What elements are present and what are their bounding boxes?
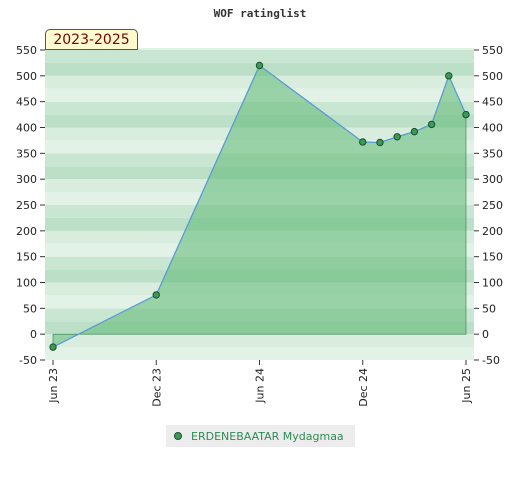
legend[interactable]: ERDENEBAATAR Mydagmaa xyxy=(166,425,355,447)
y-tick-label: 50 xyxy=(23,302,37,315)
y-tick-label: 300 xyxy=(16,173,37,186)
grid-band xyxy=(45,50,474,63)
data-point xyxy=(359,138,367,146)
y-tick-label-right: 550 xyxy=(482,44,503,57)
y-tick-label-right: 500 xyxy=(482,70,503,83)
grid-band xyxy=(45,48,474,50)
grid-band xyxy=(45,334,474,348)
data-point xyxy=(255,61,264,70)
data-points xyxy=(49,61,470,351)
grid-band xyxy=(45,347,474,360)
x-tick-label: Dec 23 xyxy=(150,368,163,407)
x-tick-label: Jun 24 xyxy=(254,368,267,404)
y-tick-label-right: 350 xyxy=(482,147,503,160)
series-line xyxy=(52,64,467,348)
legend-marker-icon xyxy=(174,432,182,440)
data-point xyxy=(410,127,419,136)
data-point xyxy=(462,110,470,119)
data-point xyxy=(427,120,436,129)
x-axis: Jun 23 Dec 23 Jun 24 Dec 24 Jun 25 xyxy=(47,360,473,407)
y-tick-label: 450 xyxy=(16,96,37,109)
x-tick-label: Dec 24 xyxy=(357,368,370,407)
y-tick-label-right: 400 xyxy=(482,122,503,135)
data-point xyxy=(49,343,57,351)
data-point xyxy=(152,291,160,299)
y-tick-label: 500 xyxy=(16,70,37,83)
y-tick-label-right: 150 xyxy=(482,251,503,264)
y-tick-label-right: 250 xyxy=(482,199,503,212)
chart-title: WOF ratinglist xyxy=(214,7,307,20)
y-tick-label: 550 xyxy=(16,44,37,57)
data-point xyxy=(393,133,401,141)
x-tick-label: Jun 23 xyxy=(47,368,60,404)
y-tick-label: 350 xyxy=(16,147,37,160)
y-tick-label-right: 100 xyxy=(482,277,503,290)
y-tick-label-right: 450 xyxy=(482,96,503,109)
y-tick-label: 100 xyxy=(16,277,37,290)
y-tick-label: 250 xyxy=(16,199,37,212)
y-tick-label-right: 50 xyxy=(482,302,496,315)
y-tick-label-right: 0 xyxy=(482,328,489,341)
y-tick-label: 0 xyxy=(30,328,37,341)
y-tick-label: 400 xyxy=(16,122,37,135)
y-tick-label-right: -50 xyxy=(482,354,500,367)
y-tick-label: 150 xyxy=(16,251,37,264)
y-tick-label: 200 xyxy=(16,225,37,238)
x-tick-label: Jun 25 xyxy=(460,368,473,404)
y-tick-label: -50 xyxy=(19,354,37,367)
y-tick-label-right: 300 xyxy=(482,173,503,186)
data-point xyxy=(445,72,453,80)
legend-series-label: ERDENEBAATAR Mydagmaa xyxy=(191,429,344,443)
y-tick-label-right: 200 xyxy=(482,225,503,238)
period-badge: 2023-2025 xyxy=(45,29,138,50)
data-point xyxy=(376,138,384,147)
